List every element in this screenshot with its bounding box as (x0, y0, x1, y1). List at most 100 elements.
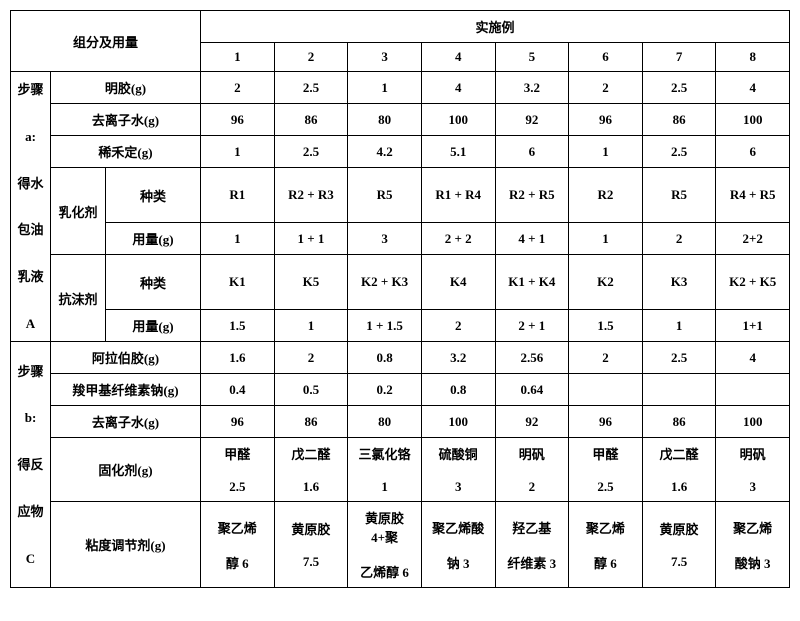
table-cell: 1 (274, 310, 348, 342)
table-cell: 1 + 1.5 (348, 310, 422, 342)
table-cell: 1 (201, 136, 275, 168)
data-table: 组分及用量 实施例 1 2 3 4 5 6 7 8 步骤 a: 得水 包油 乳液… (10, 10, 790, 588)
table-cell: 硫酸铜3 (421, 438, 495, 502)
table-cell: 2 + 1 (495, 310, 569, 342)
table-cell: 0.8 (421, 374, 495, 406)
table-cell: 1 (569, 136, 643, 168)
table-cell: 100 (716, 406, 790, 438)
table-cell: 1 (201, 223, 275, 255)
table-cell: 2.5 (274, 72, 348, 104)
table-cell: 2.5 (642, 136, 716, 168)
viscosity-label: 粘度调节剂(g) (51, 502, 201, 588)
col-8: 8 (716, 43, 790, 72)
table-cell: 86 (642, 406, 716, 438)
col-7: 7 (642, 43, 716, 72)
table-cell: 甲醛2.5 (201, 438, 275, 502)
table-cell: 4.2 (348, 136, 422, 168)
table-cell: K3 (642, 255, 716, 310)
table-cell: 2 (569, 72, 643, 104)
table-cell: 黄原胶 4+聚乙烯醇 6 (348, 502, 422, 588)
antifoam-label: 抗沫剂 (51, 255, 106, 342)
table-cell: 0.5 (274, 374, 348, 406)
col-2: 2 (274, 43, 348, 72)
examples-header: 实施例 (201, 11, 790, 43)
e-type-label: 种类 (106, 168, 201, 223)
table-cell: 96 (201, 406, 275, 438)
table-cell: 2.5 (642, 72, 716, 104)
table-cell: 92 (495, 104, 569, 136)
table-cell (716, 374, 790, 406)
table-cell: 3 (348, 223, 422, 255)
col-3: 3 (348, 43, 422, 72)
col-4: 4 (421, 43, 495, 72)
table-cell: 100 (421, 104, 495, 136)
table-cell (569, 374, 643, 406)
table-cell: 戊二醛1.6 (642, 438, 716, 502)
table-cell (642, 374, 716, 406)
table-cell: 聚乙烯醇 6 (201, 502, 275, 588)
col-1: 1 (201, 43, 275, 72)
table-cell: 2.56 (495, 342, 569, 374)
table-cell: 黄原胶7.5 (274, 502, 348, 588)
table-cell: 0.4 (201, 374, 275, 406)
table-cell: 1 (569, 223, 643, 255)
table-cell: 2 (274, 342, 348, 374)
table-cell: 86 (274, 406, 348, 438)
table-cell: 96 (569, 104, 643, 136)
diwater-b-label: 去离子水(g) (51, 406, 201, 438)
gum-label: 阿拉伯胶(g) (51, 342, 201, 374)
table-cell: 4 (716, 342, 790, 374)
diwater-a-label: 去离子水(g) (51, 104, 201, 136)
table-cell: 1 (642, 310, 716, 342)
table-cell: 1.5 (201, 310, 275, 342)
table-cell: K2 + K5 (716, 255, 790, 310)
table-cell: R1 (201, 168, 275, 223)
table-cell: K5 (274, 255, 348, 310)
table-cell: 1 (348, 72, 422, 104)
step-b-label: 步骤 b: 得反 应物 C (11, 342, 51, 588)
table-cell: R4 + R5 (716, 168, 790, 223)
table-cell: R5 (642, 168, 716, 223)
table-cell: 86 (642, 104, 716, 136)
table-cell: 0.64 (495, 374, 569, 406)
table-cell: R2 + R3 (274, 168, 348, 223)
table-cell: 96 (569, 406, 643, 438)
table-cell: 1 + 1 (274, 223, 348, 255)
table-cell: 聚乙烯醇 6 (569, 502, 643, 588)
table-cell: 86 (274, 104, 348, 136)
table-cell: 戊二醛1.6 (274, 438, 348, 502)
table-cell: 6 (495, 136, 569, 168)
table-cell: 3.2 (421, 342, 495, 374)
table-cell: 6 (716, 136, 790, 168)
table-cell: 甲醛2.5 (569, 438, 643, 502)
a-type-label: 种类 (106, 255, 201, 310)
table-cell: 4 + 1 (495, 223, 569, 255)
components-header: 组分及用量 (11, 11, 201, 72)
table-cell: 1.6 (201, 342, 275, 374)
table-cell: 2.5 (274, 136, 348, 168)
curing-label: 固化剂(g) (51, 438, 201, 502)
table-cell: R1 + R4 (421, 168, 495, 223)
table-cell: 2+2 (716, 223, 790, 255)
table-cell: 0.8 (348, 342, 422, 374)
table-cell: 羟乙基纤维素 3 (495, 502, 569, 588)
table-cell: 80 (348, 406, 422, 438)
table-cell: 2 (569, 342, 643, 374)
table-cell: 三氯化铬1 (348, 438, 422, 502)
table-cell: 聚乙烯酸钠 3 (421, 502, 495, 588)
xiheding-label: 稀禾定(g) (51, 136, 201, 168)
table-cell: K1 + K4 (495, 255, 569, 310)
table-cell: 1+1 (716, 310, 790, 342)
table-cell: 96 (201, 104, 275, 136)
table-cell: 100 (421, 406, 495, 438)
col-5: 5 (495, 43, 569, 72)
table-cell: 4 (421, 72, 495, 104)
table-cell: K2 (569, 255, 643, 310)
gelatin-label: 明胶(g) (51, 72, 201, 104)
table-cell: K4 (421, 255, 495, 310)
emulsifier-label: 乳化剂 (51, 168, 106, 255)
table-cell: 明矾2 (495, 438, 569, 502)
table-cell: 5.1 (421, 136, 495, 168)
table-cell: 2 (201, 72, 275, 104)
table-cell: 1.5 (569, 310, 643, 342)
